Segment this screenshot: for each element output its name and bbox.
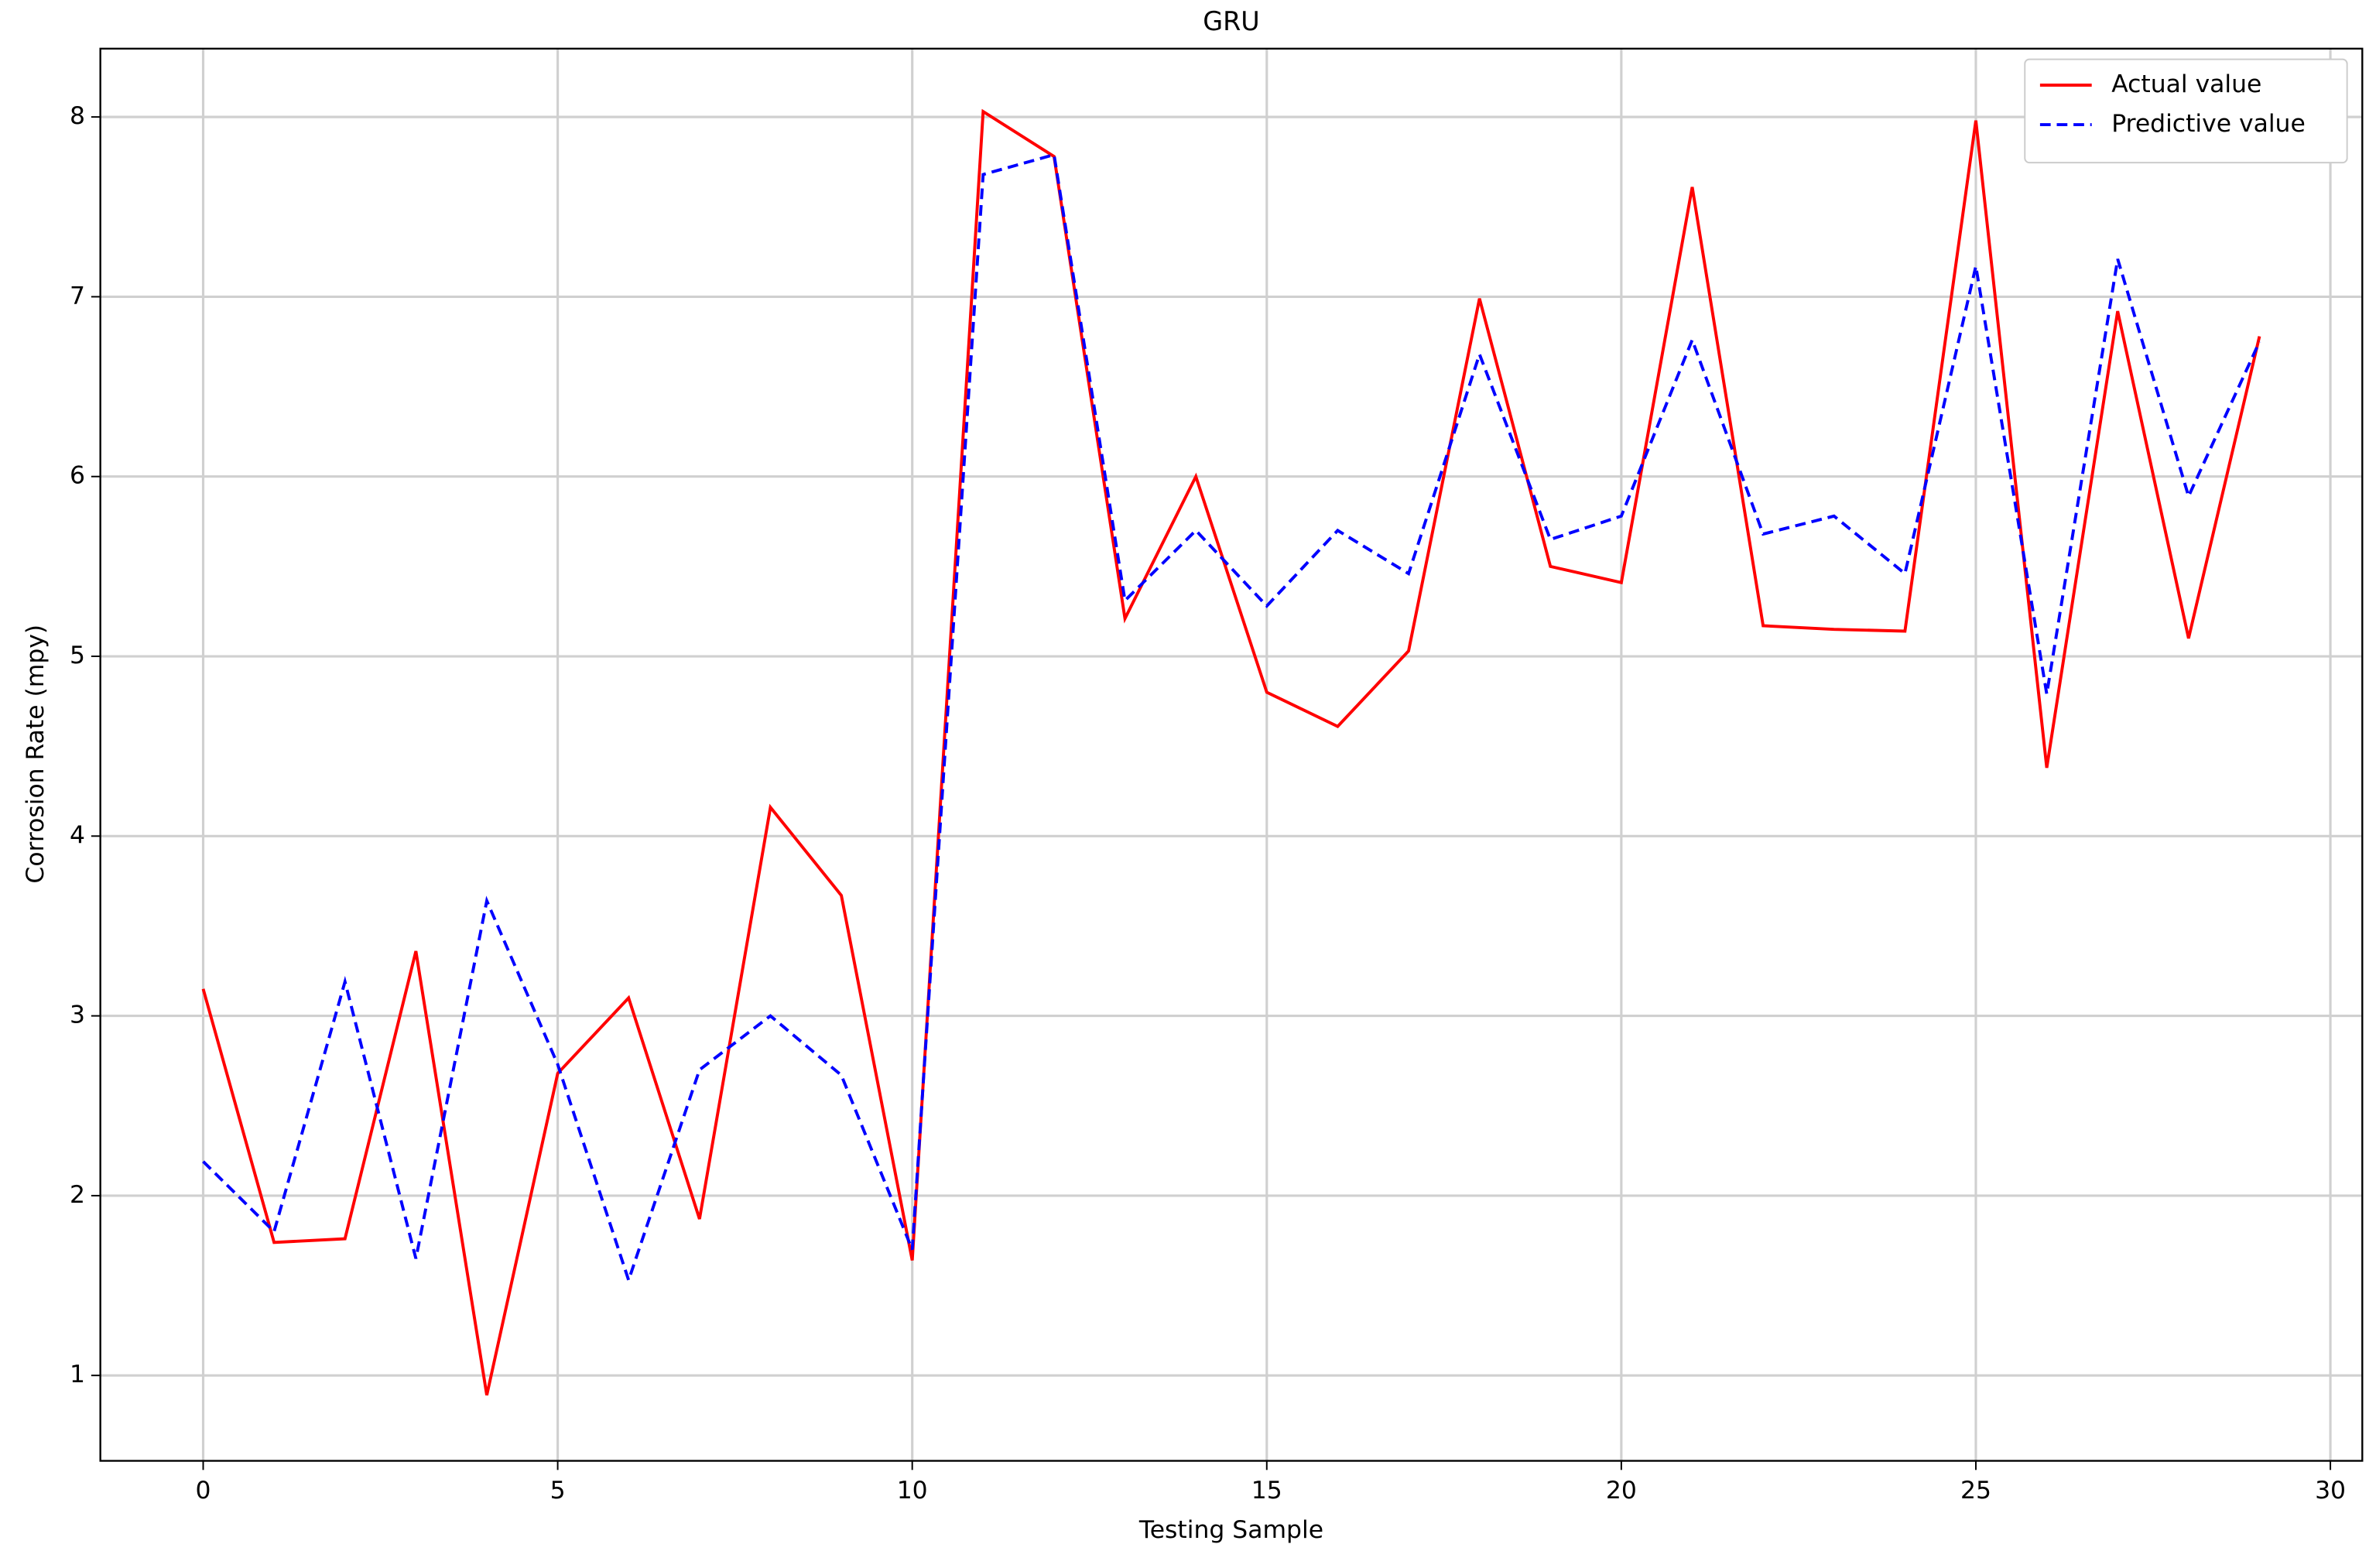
y-tick-label: 1 <box>70 1361 85 1388</box>
legend: Actual value Predictive value <box>2024 58 2348 164</box>
y-tick-label: 4 <box>70 821 85 849</box>
legend-label: Actual value <box>2111 70 2261 98</box>
y-tick-label: 2 <box>70 1181 85 1209</box>
x-tick-label: 30 <box>2315 1477 2346 1505</box>
y-tick-label: 5 <box>70 642 85 669</box>
y-axis-label: Corrosion Rate (mpy) <box>22 625 50 884</box>
data-line <box>202 152 2261 1286</box>
chart-title: GRU <box>1203 6 1259 36</box>
y-tick-label: 7 <box>70 282 85 310</box>
x-axis-label: Testing Sample <box>1138 1516 1323 1544</box>
legend-label: Predictive value <box>2111 110 2306 138</box>
x-tick-label: 5 <box>550 1477 566 1505</box>
x-tick-label: 15 <box>1251 1477 1282 1505</box>
y-tick-label: 3 <box>70 1001 85 1029</box>
x-tick-label: 20 <box>1606 1477 1637 1505</box>
y-tick-label: 6 <box>70 462 85 490</box>
x-tick-label: 0 <box>196 1477 211 1505</box>
y-tick-label: 8 <box>70 102 85 130</box>
x-tick-label: 25 <box>1960 1477 1991 1505</box>
data-line <box>201 108 2261 1396</box>
x-tick-label: 10 <box>897 1477 928 1505</box>
legend-box <box>2024 58 2348 164</box>
plot-frame <box>99 47 2364 1462</box>
